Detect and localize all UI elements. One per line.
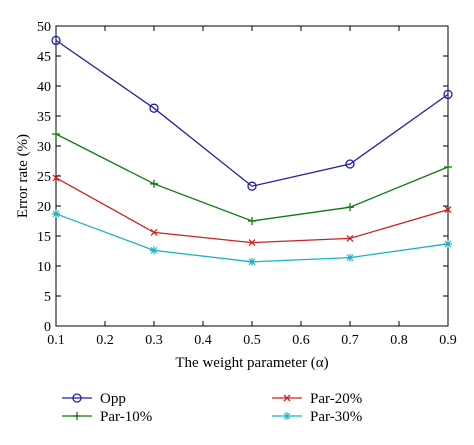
data-point [346, 234, 354, 242]
series-group [51, 35, 453, 266]
legend-label: Par-20% [310, 391, 362, 407]
data-point [149, 103, 159, 113]
x-tick-label: 0.1 [47, 333, 65, 348]
x-tick-label: 0.2 [96, 333, 114, 348]
y-tick-label: 15 [37, 230, 51, 245]
x-tick-label: 0.3 [145, 333, 163, 348]
data-point [247, 181, 257, 191]
data-point [346, 203, 354, 212]
axis-ticks: 0.1 0.2 0.3 0.4 0.5 0.6 0.7 0.8 0.9 0 5 10 15 20 25 30 3… [37, 20, 457, 348]
y-tick-label: 40 [37, 80, 51, 95]
y-tick-label: 45 [37, 50, 51, 65]
series-opp [51, 35, 453, 191]
data-point [150, 228, 158, 236]
data-point [444, 206, 452, 214]
legend-item: Par-30% [272, 409, 362, 425]
series-par-20- [52, 174, 452, 247]
legend-marker [283, 412, 291, 420]
legend-marker [283, 394, 291, 402]
data-point [248, 257, 256, 266]
y-tick-label: 25 [37, 170, 51, 185]
legend: Opp Par-10% Par-20% Par-30% [62, 391, 362, 425]
x-tick-label: 0.8 [390, 333, 408, 348]
legend-label: Opp [100, 391, 126, 407]
x-tick-label: 0.6 [292, 333, 310, 348]
series-par-10- [52, 130, 452, 225]
y-axis-label: Error rate (%) [15, 134, 31, 218]
x-tick-label: 0.7 [341, 333, 359, 348]
data-point [248, 217, 256, 225]
data-point [52, 174, 60, 182]
series-par-30- [52, 209, 452, 266]
legend-item: Par-20% [272, 391, 362, 407]
data-point [346, 253, 354, 262]
y-tick-label: 0 [44, 320, 51, 335]
data-point [444, 163, 452, 171]
plot-frame [55, 25, 449, 327]
data-point [51, 35, 61, 46]
data-point [443, 89, 453, 100]
data-point [345, 159, 355, 169]
legend-label: Par-10% [100, 409, 152, 425]
legend-marker [72, 393, 82, 403]
legend-marker [73, 412, 81, 420]
data-point [150, 246, 158, 255]
legend-item: Par-10% [62, 409, 152, 425]
series-line [55, 177, 449, 244]
y-tick-label: 20 [37, 200, 51, 215]
x-axis-label: The weight parameter (α) [175, 355, 328, 371]
legend-label: Par-30% [310, 409, 362, 425]
data-point [52, 130, 60, 138]
x-tick-label: 0.4 [194, 333, 212, 348]
y-tick-label: 10 [37, 260, 51, 275]
data-point [444, 239, 452, 248]
series-line [55, 39, 449, 187]
y-tick-label: 5 [44, 290, 51, 305]
x-tick-label: 0.5 [243, 333, 261, 348]
x-tick-label: 0.9 [439, 333, 457, 348]
data-point [150, 179, 158, 188]
y-tick-label: 35 [37, 110, 51, 125]
y-tick-label: 30 [37, 140, 51, 155]
data-point [52, 209, 60, 218]
series-line [55, 133, 449, 222]
y-tick-label: 50 [37, 20, 51, 35]
legend-item: Opp [62, 391, 126, 407]
data-point [248, 239, 256, 247]
